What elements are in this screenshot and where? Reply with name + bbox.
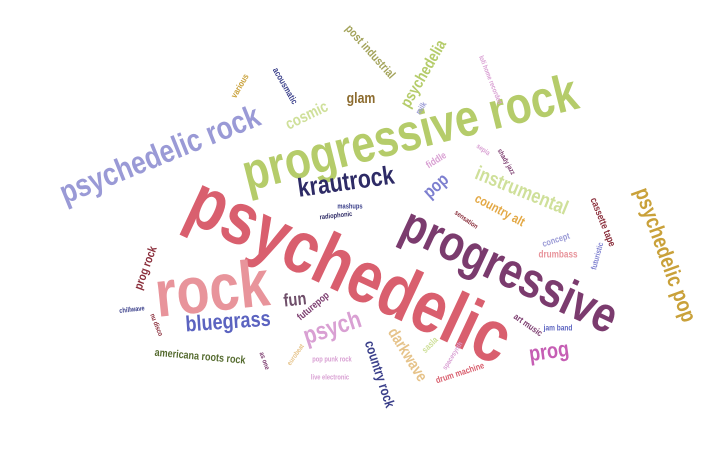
cloud-word: sepia — [475, 143, 492, 158]
cloud-word: cassette tape — [588, 196, 618, 248]
cloud-word: americana roots rock — [154, 347, 246, 367]
cloud-word: chillwave — [119, 305, 146, 315]
cloud-word: drumbass — [538, 249, 577, 260]
cloud-word: radiophonic — [319, 210, 353, 221]
cloud-word: prog — [527, 337, 570, 366]
cloud-word: mashups — [337, 203, 363, 211]
cloud-word: futuristic — [589, 241, 606, 271]
cloud-word: glam — [347, 90, 376, 106]
cloud-word: post industrial — [342, 22, 397, 81]
cloud-word: psychedelic pop — [630, 184, 701, 325]
cloud-word: concept — [541, 231, 571, 249]
cloud-word: pop punk rock — [312, 356, 352, 364]
cloud-word: eurobeat — [286, 342, 307, 367]
cloud-word: art music — [512, 312, 545, 339]
cloud-word: fun — [283, 289, 308, 311]
cloud-word: various — [229, 72, 251, 100]
cloud-word: live electronic — [311, 374, 350, 382]
cloud-word: bluegrass — [185, 307, 272, 337]
cloud-word: acousmatic — [271, 66, 300, 106]
cloud-word: pop — [419, 170, 452, 203]
cloud-word: rock — [151, 245, 273, 331]
cloud-word: jam band — [543, 323, 573, 333]
cloud-word: as one — [257, 351, 271, 371]
